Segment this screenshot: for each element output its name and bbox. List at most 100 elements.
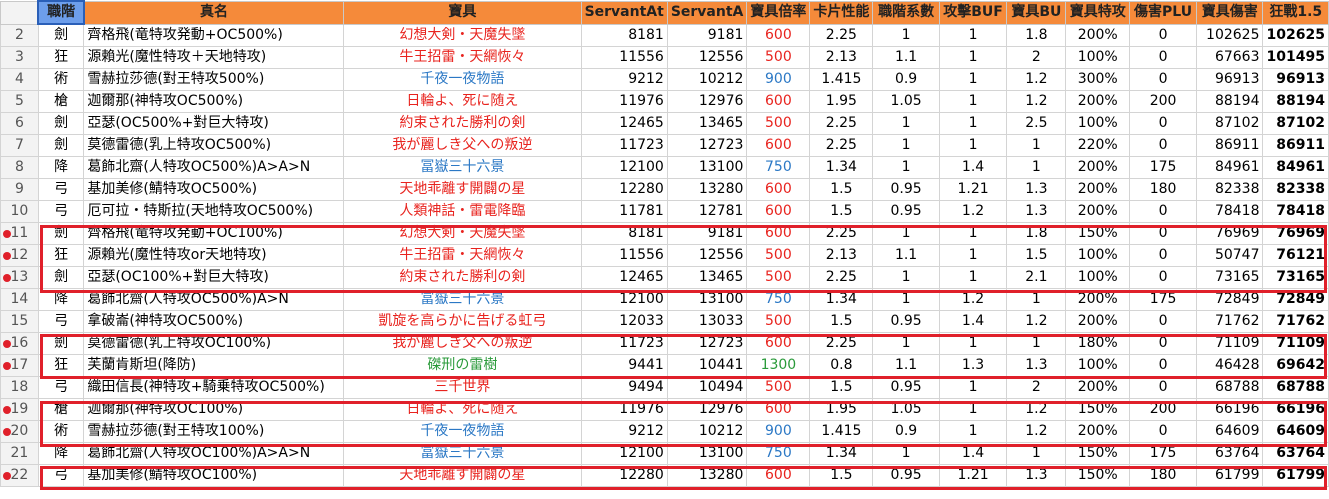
cell-atk[interactable]: 12465 [580,266,668,289]
cell-cc[interactable]: 1 [872,23,940,47]
cell-dmg[interactable]: 46428 [1196,354,1264,377]
cell-np[interactable]: 磔刑の雷樹 [343,354,582,377]
cell-b[interactable]: 102625 [1262,23,1329,47]
cell-name[interactable]: 齊格飛(竜特攻発動+OC500%) [83,23,345,47]
cell-np[interactable]: 千夜一夜物語 [343,420,582,443]
row-number[interactable]: 14 [0,288,39,311]
header-cell[interactable]: 寶具傷害 [1196,0,1264,25]
cell-plus[interactable]: 200 [1129,398,1198,421]
cell-np[interactable]: 三千世界 [343,376,582,399]
cell-atk2[interactable]: 10212 [666,68,748,91]
header-cell[interactable]: 攻擊BUF [938,0,1008,25]
cell-name[interactable]: 雪赫拉莎德(對王特攻500%) [83,68,345,91]
cell-b[interactable]: 78418 [1262,200,1329,223]
header-cell[interactable]: 寶具BU [1006,0,1067,25]
cell-atk2[interactable]: 13100 [666,442,748,465]
cell-name[interactable]: 迦爾那(神特攻OC100%) [83,398,345,421]
cell-cc[interactable]: 1.05 [872,90,940,113]
cell-mult[interactable]: 500 [746,46,811,69]
row-number[interactable]: 20 [0,420,39,443]
cell-sp[interactable]: 100% [1065,112,1131,135]
cell-name[interactable]: 源賴光(魔性特攻＋天地特攻) [83,46,345,69]
cell-np[interactable]: 我が麗しき父への叛逆 [343,134,582,157]
row-number[interactable]: 9 [0,178,39,201]
cell-sp[interactable]: 200% [1065,23,1131,47]
corner-cell[interactable] [0,0,39,25]
row-number[interactable]: 17 [0,354,39,377]
cell-nb[interactable]: 2 [1006,376,1067,399]
row-number[interactable]: 7 [0,134,39,157]
cell-b[interactable]: 73165 [1262,266,1329,289]
cell-plus[interactable]: 175 [1129,442,1198,465]
cell-np[interactable]: 牛王招雷・天網恢々 [343,46,582,69]
row-number[interactable]: 8 [0,156,39,179]
cell-b[interactable]: 82338 [1262,178,1329,201]
cell-atk2[interactable]: 12723 [666,134,748,157]
cell-cc[interactable]: 0.9 [872,68,940,91]
cell-dmg[interactable]: 68788 [1196,376,1264,399]
cell-plus[interactable]: 175 [1129,156,1198,179]
cell-cls[interactable]: 弓 [37,464,85,487]
cell-np[interactable]: 約束された勝利の剣 [343,266,582,289]
cell-plus[interactable]: 0 [1129,200,1198,223]
cell-card[interactable]: 1.5 [809,310,874,333]
cell-cls[interactable]: 槍 [37,90,85,113]
cell-nb[interactable]: 1 [1006,156,1067,179]
cell-ab[interactable]: 1 [938,398,1008,421]
row-number[interactable]: 22 [0,464,39,487]
cell-atk[interactable]: 9441 [580,354,668,377]
cell-atk2[interactable]: 13033 [666,310,748,333]
cell-cc[interactable]: 1.1 [872,354,940,377]
cell-dmg[interactable]: 63764 [1196,442,1264,465]
cell-plus[interactable]: 0 [1129,68,1198,91]
cell-b[interactable]: 68788 [1262,376,1329,399]
cell-card[interactable]: 1.34 [809,442,874,465]
cell-nb[interactable]: 1.3 [1006,178,1067,201]
cell-ab[interactable]: 1.2 [938,288,1008,311]
cell-np[interactable]: 冨嶽三十六景 [343,156,582,179]
cell-np[interactable]: 約束された勝利の剣 [343,112,582,135]
cell-cc[interactable]: 0.95 [872,376,940,399]
cell-plus[interactable]: 180 [1129,464,1198,487]
cell-mult[interactable]: 750 [746,288,811,311]
cell-nb[interactable]: 1.2 [1006,68,1067,91]
cell-dmg[interactable]: 86911 [1196,134,1264,157]
cell-atk2[interactable]: 13280 [666,178,748,201]
cell-atk[interactable]: 8181 [580,222,668,245]
cell-cc[interactable]: 0.95 [872,178,940,201]
cell-card[interactable]: 1.5 [809,464,874,487]
cell-name[interactable]: 葛飾北齋(人特攻OC500%)A>A>N [83,156,345,179]
cell-cc[interactable]: 1 [872,288,940,311]
cell-plus[interactable]: 0 [1129,134,1198,157]
cell-cls[interactable]: 劍 [37,332,85,355]
cell-atk2[interactable]: 12556 [666,244,748,267]
cell-mult[interactable]: 500 [746,244,811,267]
cell-mult[interactable]: 600 [746,222,811,245]
cell-atk[interactable]: 11976 [580,398,668,421]
cell-b[interactable]: 71109 [1262,332,1329,355]
cell-name[interactable]: 莫德雷德(乳上特攻OC100%) [83,332,345,355]
cell-cls[interactable]: 劍 [37,23,85,47]
cell-card[interactable]: 1.95 [809,90,874,113]
header-cell[interactable]: ServantA [666,0,748,25]
cell-mult[interactable]: 600 [746,464,811,487]
cell-card[interactable]: 0.8 [809,354,874,377]
cell-nb[interactable]: 1.3 [1006,354,1067,377]
cell-atk2[interactable]: 10212 [666,420,748,443]
cell-cls[interactable]: 術 [37,68,85,91]
cell-sp[interactable]: 150% [1065,398,1131,421]
cell-cls[interactable]: 狂 [37,46,85,69]
cell-card[interactable]: 1.95 [809,398,874,421]
cell-cls[interactable]: 劍 [37,112,85,135]
cell-name[interactable]: 莫德雷德(乳上特攻OC500%) [83,134,345,157]
cell-np[interactable]: 天地乖離す開闢の星 [343,178,582,201]
cell-atk2[interactable]: 9181 [666,222,748,245]
cell-dmg[interactable]: 73165 [1196,266,1264,289]
cell-atk[interactable]: 12100 [580,442,668,465]
cell-cls[interactable]: 槍 [37,398,85,421]
cell-np[interactable]: 我が麗しき父への叛逆 [343,332,582,355]
cell-cls[interactable]: 劍 [37,134,85,157]
cell-dmg[interactable]: 78418 [1196,200,1264,223]
cell-atk[interactable]: 8181 [580,23,668,47]
header-cell[interactable]: 職階系數 [872,0,940,25]
